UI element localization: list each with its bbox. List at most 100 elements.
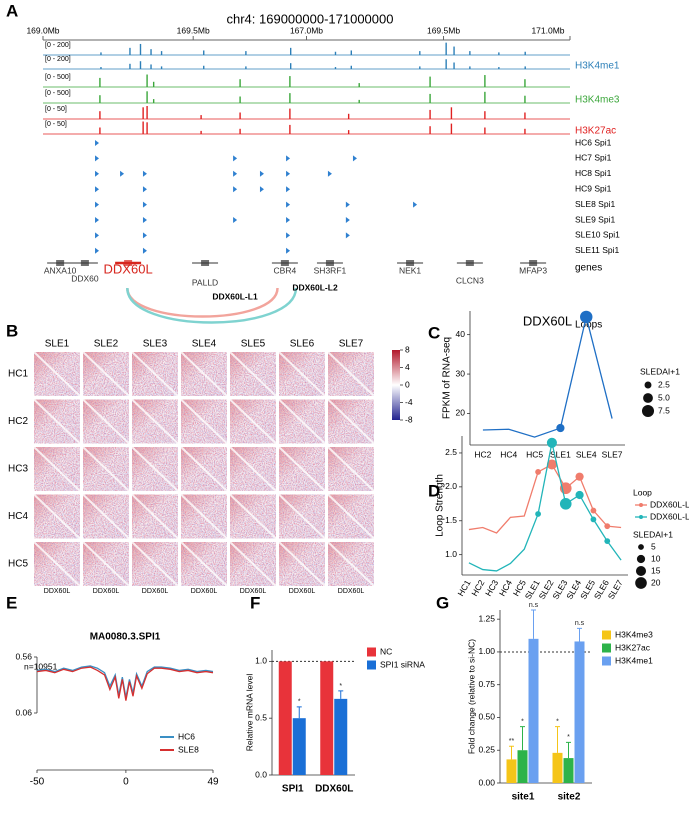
track-range: [0 - 200] bbox=[45, 56, 71, 63]
motif-site bbox=[142, 232, 147, 239]
bubble bbox=[575, 490, 584, 500]
panel-letter: D bbox=[428, 481, 440, 500]
bar bbox=[552, 752, 563, 783]
size-legend-label: 2.5 bbox=[658, 379, 670, 389]
contact-map-diagonal bbox=[82, 493, 130, 540]
bar bbox=[292, 718, 306, 775]
y-tick-label: 30 bbox=[456, 368, 466, 378]
contact-map bbox=[131, 351, 179, 397]
y-tick-label: 0.0 bbox=[255, 769, 267, 779]
contact-map-diagonal bbox=[82, 398, 130, 445]
motif-site bbox=[286, 155, 291, 162]
panel-letter: A bbox=[6, 1, 18, 20]
legend-label: H3K27ac bbox=[615, 642, 651, 652]
line bbox=[36, 666, 214, 701]
x-tick-label: -50 bbox=[30, 777, 45, 788]
gene-exon bbox=[56, 260, 65, 266]
contact-map-diagonal bbox=[180, 493, 228, 540]
significance: * bbox=[556, 718, 559, 725]
x-tick-label: 0 bbox=[123, 777, 129, 788]
motif-site bbox=[142, 247, 147, 254]
motif-site bbox=[259, 170, 264, 177]
error-bar bbox=[566, 741, 571, 759]
bubble bbox=[590, 516, 597, 523]
legend-label: H3K4me3 bbox=[615, 629, 653, 639]
contact-map bbox=[229, 446, 277, 492]
y-tick-label: 0.25 bbox=[478, 744, 495, 754]
colorbar-tick-label: -8 bbox=[405, 414, 413, 424]
motif-site bbox=[345, 201, 350, 208]
contact-map bbox=[33, 446, 81, 492]
contact-map-diagonal bbox=[327, 398, 375, 445]
contact-map-diagonal bbox=[327, 351, 375, 397]
contact-map bbox=[131, 398, 179, 445]
colorbar-tick-label: -4 bbox=[405, 397, 413, 407]
motif-track-name: SLE10 Spi1 bbox=[575, 230, 620, 240]
bubble bbox=[546, 437, 557, 448]
motif-track-name: HC8 Spi1 bbox=[575, 168, 612, 178]
motif-site bbox=[95, 247, 100, 254]
bubble bbox=[535, 511, 541, 517]
gene-name: NEK1 bbox=[399, 265, 421, 275]
x-tick-label: HC2 bbox=[469, 578, 486, 598]
contact-map bbox=[327, 493, 375, 540]
significance: ** bbox=[509, 738, 515, 745]
contact-map-diagonal bbox=[131, 541, 179, 587]
gene-name: PALLD bbox=[192, 277, 218, 287]
contact-map-diagonal bbox=[131, 398, 179, 445]
row-label: HC3 bbox=[8, 464, 28, 475]
x-tick-label: SPI1 bbox=[282, 784, 304, 795]
contact-map-diagonal bbox=[278, 446, 326, 492]
y-tick-label: 1.00 bbox=[478, 646, 495, 656]
gene-label: DDX60L bbox=[44, 588, 71, 595]
contact-map bbox=[278, 398, 326, 445]
x-tick-label: DDX60L bbox=[315, 784, 353, 795]
contact-map bbox=[33, 541, 81, 587]
track-range: [0 - 500] bbox=[45, 90, 71, 97]
legend-label: SLE8 bbox=[178, 744, 199, 754]
annotation: n=10951 bbox=[24, 661, 58, 671]
contact-map-diagonal bbox=[229, 351, 277, 397]
panel-letter: F bbox=[250, 593, 260, 612]
y-axis-label: Loop Strength bbox=[435, 474, 446, 537]
motif-site bbox=[95, 201, 100, 208]
chart-title: chr4: 169000000-171000000 bbox=[227, 11, 394, 26]
motif-site bbox=[233, 186, 238, 193]
contact-map-diagonal bbox=[278, 351, 326, 397]
contact-map bbox=[229, 541, 277, 587]
bubble bbox=[604, 538, 611, 545]
x-tick-label: 169.5Mb bbox=[177, 25, 210, 35]
y-axis-label: Relative mRNA level bbox=[244, 674, 254, 752]
bar bbox=[506, 759, 517, 783]
bar bbox=[320, 661, 334, 775]
motif-track-name: SLE8 Spi1 bbox=[575, 199, 615, 209]
gene-label: DDX60L bbox=[142, 588, 169, 595]
x-tick-label: 169.0Mb bbox=[26, 25, 59, 35]
y-tick-label: 0.00 bbox=[478, 777, 495, 787]
motif-site bbox=[286, 217, 291, 223]
contact-map-diagonal bbox=[229, 398, 277, 445]
contact-map-diagonal bbox=[131, 446, 179, 492]
x-tick-label: SLE1 bbox=[550, 449, 571, 459]
legend-label: NC bbox=[380, 646, 392, 656]
x-tick-label: HC4 bbox=[500, 449, 517, 459]
panel-letter: C bbox=[428, 323, 440, 342]
loop-name: DDX60L-L1 bbox=[212, 291, 258, 301]
contact-map-diagonal bbox=[327, 446, 375, 492]
track-range: [0 - 500] bbox=[45, 74, 71, 81]
motif-site bbox=[233, 155, 238, 162]
legend-swatch bbox=[367, 647, 376, 657]
error-bar bbox=[577, 627, 582, 642]
legend-label: DDX60L-L1 bbox=[650, 499, 689, 509]
bar bbox=[278, 661, 292, 775]
gene-exon bbox=[280, 260, 289, 266]
motif-site bbox=[286, 186, 291, 193]
contact-map bbox=[327, 398, 375, 445]
loop-arc bbox=[126, 287, 298, 324]
x-tick-label: HC2 bbox=[474, 449, 491, 459]
row-label: HC4 bbox=[8, 511, 28, 522]
gene-name: DDX60 bbox=[71, 273, 99, 283]
x-tick-label: site2 bbox=[558, 792, 581, 803]
motif-site bbox=[142, 217, 147, 223]
contact-map bbox=[327, 351, 375, 397]
